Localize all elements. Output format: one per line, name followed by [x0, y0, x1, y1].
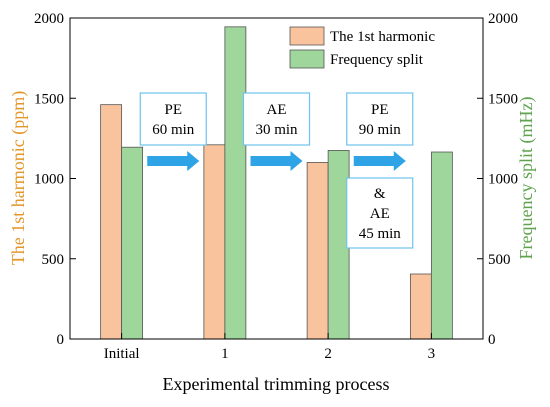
bar-first-harmonic-1: [203, 144, 226, 340]
right-tick-label: 500: [488, 252, 511, 268]
right-tick-label: 1000: [488, 172, 518, 188]
left-tick-label: 500: [42, 252, 65, 268]
bar-first-harmonic-2: [306, 162, 329, 340]
legend-label: Frequency split: [330, 52, 424, 68]
left-tick-label: 1000: [34, 172, 64, 188]
axis-ticks: 0 500 1000 1500 2000 0 500 1000 1500 2000 Initial 1…: [34, 11, 518, 362]
annotation-text: PE: [371, 102, 389, 118]
annotation-text: AE: [370, 206, 390, 222]
annotation-box: [139, 92, 207, 146]
process-arrow-icon: [353, 151, 406, 171]
left-axis-title: The 1st harmonic (ppm): [8, 91, 29, 265]
bar-frequency-split-3: [430, 151, 453, 340]
left-tick-label: 2000: [34, 11, 64, 27]
left-tick-label: 0: [57, 332, 65, 348]
legend: The 1st harmonic Frequency split: [289, 26, 435, 69]
right-tick-label: 0: [488, 332, 496, 348]
annotation-text: 60 min: [152, 122, 195, 138]
legend-label: The 1st harmonic: [330, 29, 435, 45]
bar-first-harmonic-3: [409, 273, 432, 340]
bars: [100, 26, 453, 340]
x-axis-title: Experimental trimming process: [163, 374, 390, 394]
annotation-text: 30 min: [255, 122, 298, 138]
right-tick-label: 2000: [488, 11, 518, 27]
annotation-box: [346, 177, 414, 249]
right-tick-label: 1500: [488, 91, 518, 107]
annotations: PE 60 min AE 30 min PE 90 min & AE 45 min: [139, 92, 414, 249]
annotation-box: [242, 92, 311, 146]
legend-swatch: [289, 49, 325, 69]
bar-first-harmonic-0: [100, 104, 123, 340]
annotation-text: PE: [164, 102, 182, 118]
annotation-text: 90 min: [359, 122, 402, 138]
annotation-box: [346, 92, 414, 146]
annotation-text: &: [374, 186, 386, 202]
process-arrow-icon: [147, 151, 200, 171]
annotation-text: 45 min: [359, 226, 402, 242]
legend-swatch: [289, 26, 325, 46]
annotation-text: AE: [267, 102, 287, 118]
bar-frequency-split-2: [327, 150, 350, 340]
process-arrow-icon: [250, 151, 303, 171]
bar-frequency-split-1: [224, 26, 247, 340]
x-tick-label: 3: [428, 346, 436, 362]
left-tick-label: 1500: [34, 91, 64, 107]
x-tick-label: Initial: [104, 346, 140, 362]
bar-frequency-split-0: [121, 146, 144, 340]
x-tick-label: 2: [324, 346, 332, 362]
right-axis-title: Frequency split (mHz): [516, 97, 537, 260]
x-tick-label: 1: [221, 346, 229, 362]
